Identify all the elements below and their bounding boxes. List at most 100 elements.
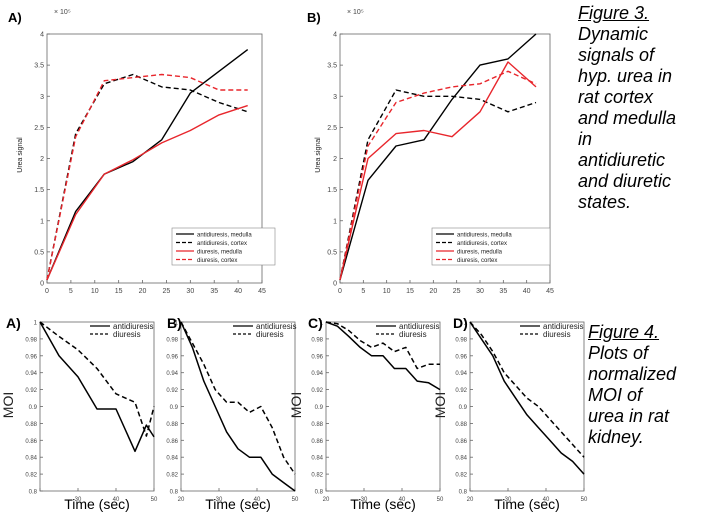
y-tick-label: 0.96 — [455, 354, 467, 360]
y-tick-label: 1 — [175, 321, 179, 327]
y-tick-label: 0.98 — [25, 337, 37, 343]
figure-3-caption-line: rat cortex — [578, 87, 654, 107]
y-tick-label: 0.88 — [311, 422, 323, 428]
series-line-diuresis-cortex — [46, 73, 248, 281]
series-line-antidiuresis-cortex — [339, 89, 537, 281]
x-tick-label: 25 — [163, 288, 171, 295]
y-tick-label: 0.88 — [25, 422, 37, 428]
x-tick-label: 40 — [234, 288, 242, 295]
legend-entry: diuresis — [399, 330, 427, 339]
y-tick-label: 0.9 — [315, 405, 324, 411]
x-tick-label: 50 — [292, 497, 299, 503]
y-tick-label: 0.84 — [311, 456, 323, 462]
y-tick-label: 0.96 — [25, 354, 37, 360]
x-axis-label: Time (sec) — [350, 496, 416, 512]
legend-entry: antidiuresis, cortex — [457, 241, 507, 247]
figure-4-caption-line: normalized — [588, 364, 677, 384]
y-tick-label: 0.82 — [166, 473, 178, 479]
panel-label: A) — [6, 315, 21, 331]
x-tick-label: 40 — [523, 288, 531, 295]
series-line-diuresis-cortex — [339, 70, 537, 281]
panel-label: B) — [167, 315, 182, 331]
legend-entry: diuresis — [256, 330, 284, 339]
y-tick-label: 0.94 — [25, 371, 37, 377]
x-axis-label: Time (sec) — [64, 496, 130, 512]
y-tick-label: 0.84 — [25, 456, 37, 462]
y-axis-label: MOI — [432, 392, 448, 418]
y-tick-label: 3.5 — [34, 63, 44, 70]
x-tick-label: 45 — [258, 288, 266, 295]
y-tick-label: 3 — [333, 94, 337, 101]
figure-3-caption: Figure 3. Dynamic signals of hyp. urea i… — [578, 3, 698, 213]
y-tick-label: 0.8 — [170, 490, 179, 496]
plot-frame — [180, 321, 296, 492]
y-tick-label: 3 — [40, 94, 44, 101]
y-tick-label: 0.88 — [455, 422, 467, 428]
panel-label: C) — [308, 315, 323, 331]
y-tick-label: 1 — [34, 321, 38, 327]
x-tick-label: 30 — [505, 497, 512, 503]
legend-entry: diuresis — [113, 330, 141, 339]
y-tick-label: 3.5 — [327, 63, 337, 70]
legend-entry: antidiuresis — [256, 322, 296, 331]
panel-label: D) — [453, 315, 468, 331]
x-axis-label: Time (sec) — [494, 496, 560, 512]
series-line-antidiuresis — [180, 321, 296, 492]
y-tick-label: 0.82 — [25, 473, 37, 479]
figure-3-caption-line: states. — [578, 192, 632, 212]
y-tick-label: 0.9 — [29, 405, 38, 411]
x-tick-label: 50 — [151, 497, 158, 503]
chart-panel-3: 0.8 0.82 0.84 0.86 0.88 0.9 0.92 0.94 0.96 0.98 1 3… — [0, 315, 158, 512]
y-tick-label: 0.94 — [455, 371, 467, 377]
x-tick-label: 30 — [476, 288, 484, 295]
figure-4-caption-line: MOI of — [588, 385, 643, 405]
legend-entry: diuresis, cortex — [197, 258, 237, 264]
x-tick-label: 50 — [581, 497, 588, 503]
x-tick-label: 30 — [186, 288, 194, 295]
figure-3-caption-line: and diuretic — [578, 171, 672, 191]
y-tick-label: 0.88 — [166, 422, 178, 428]
x-tick-label: 35 — [499, 288, 507, 295]
legend-entry: diuresis, medulla — [197, 249, 243, 255]
y-tick-label: 2 — [333, 156, 337, 163]
y-tick-label: 0.92 — [166, 388, 178, 394]
series-line-antidiuresis — [469, 321, 585, 475]
y-tick-label: 0.86 — [25, 439, 37, 445]
y-tick-label: 1 — [464, 321, 468, 327]
y-tick-label: 0.96 — [311, 354, 323, 360]
y-tick-label: 1 — [320, 321, 324, 327]
series-line-antidiuresis-cortex — [46, 73, 248, 281]
x-tick-label: 30 — [75, 497, 82, 503]
y-tick-label: 0.84 — [166, 456, 178, 462]
y-tick-label: 1 — [40, 218, 44, 225]
y-tick-label: 0.98 — [311, 337, 323, 343]
figure-3-caption-line: in — [578, 129, 593, 149]
series-line-diuresis — [325, 321, 440, 370]
y-tick-label: 1.5 — [34, 187, 44, 194]
panel-label: A) — [8, 10, 22, 25]
x-tick-label: 40 — [543, 497, 550, 503]
y-tick-label: 0.94 — [311, 371, 323, 377]
figure-3-caption-line: Dynamic — [578, 24, 649, 44]
y-tick-label: 4 — [40, 32, 44, 39]
legend-entry: antidiuresis — [543, 322, 583, 331]
y-tick-label: 4 — [333, 32, 337, 39]
x-tick-label: 15 — [115, 288, 123, 295]
y-tick-label: 1.5 — [327, 187, 337, 194]
legend-entry: diuresis, medulla — [457, 249, 503, 255]
y-tick-label: 0.8 — [459, 490, 468, 496]
legend-entry: antidiuresis — [113, 322, 153, 331]
y-axis-label: Urea signal — [17, 137, 24, 173]
y-tick-label: 0.98 — [166, 337, 178, 343]
x-tick-label: 50 — [437, 497, 444, 503]
series-line-diuresis-medulla — [339, 61, 537, 281]
x-tick-label: 0 — [338, 288, 342, 295]
y-tick-label: 0.92 — [311, 388, 323, 394]
x-tick-label: 10 — [383, 288, 391, 295]
y-tick-label: 0.96 — [166, 354, 178, 360]
y-tick-label: 0.5 — [327, 249, 337, 256]
x-tick-label: 20 — [323, 497, 330, 503]
y-tick-label: 0.86 — [166, 439, 178, 445]
x-tick-label: 20 — [429, 288, 437, 295]
